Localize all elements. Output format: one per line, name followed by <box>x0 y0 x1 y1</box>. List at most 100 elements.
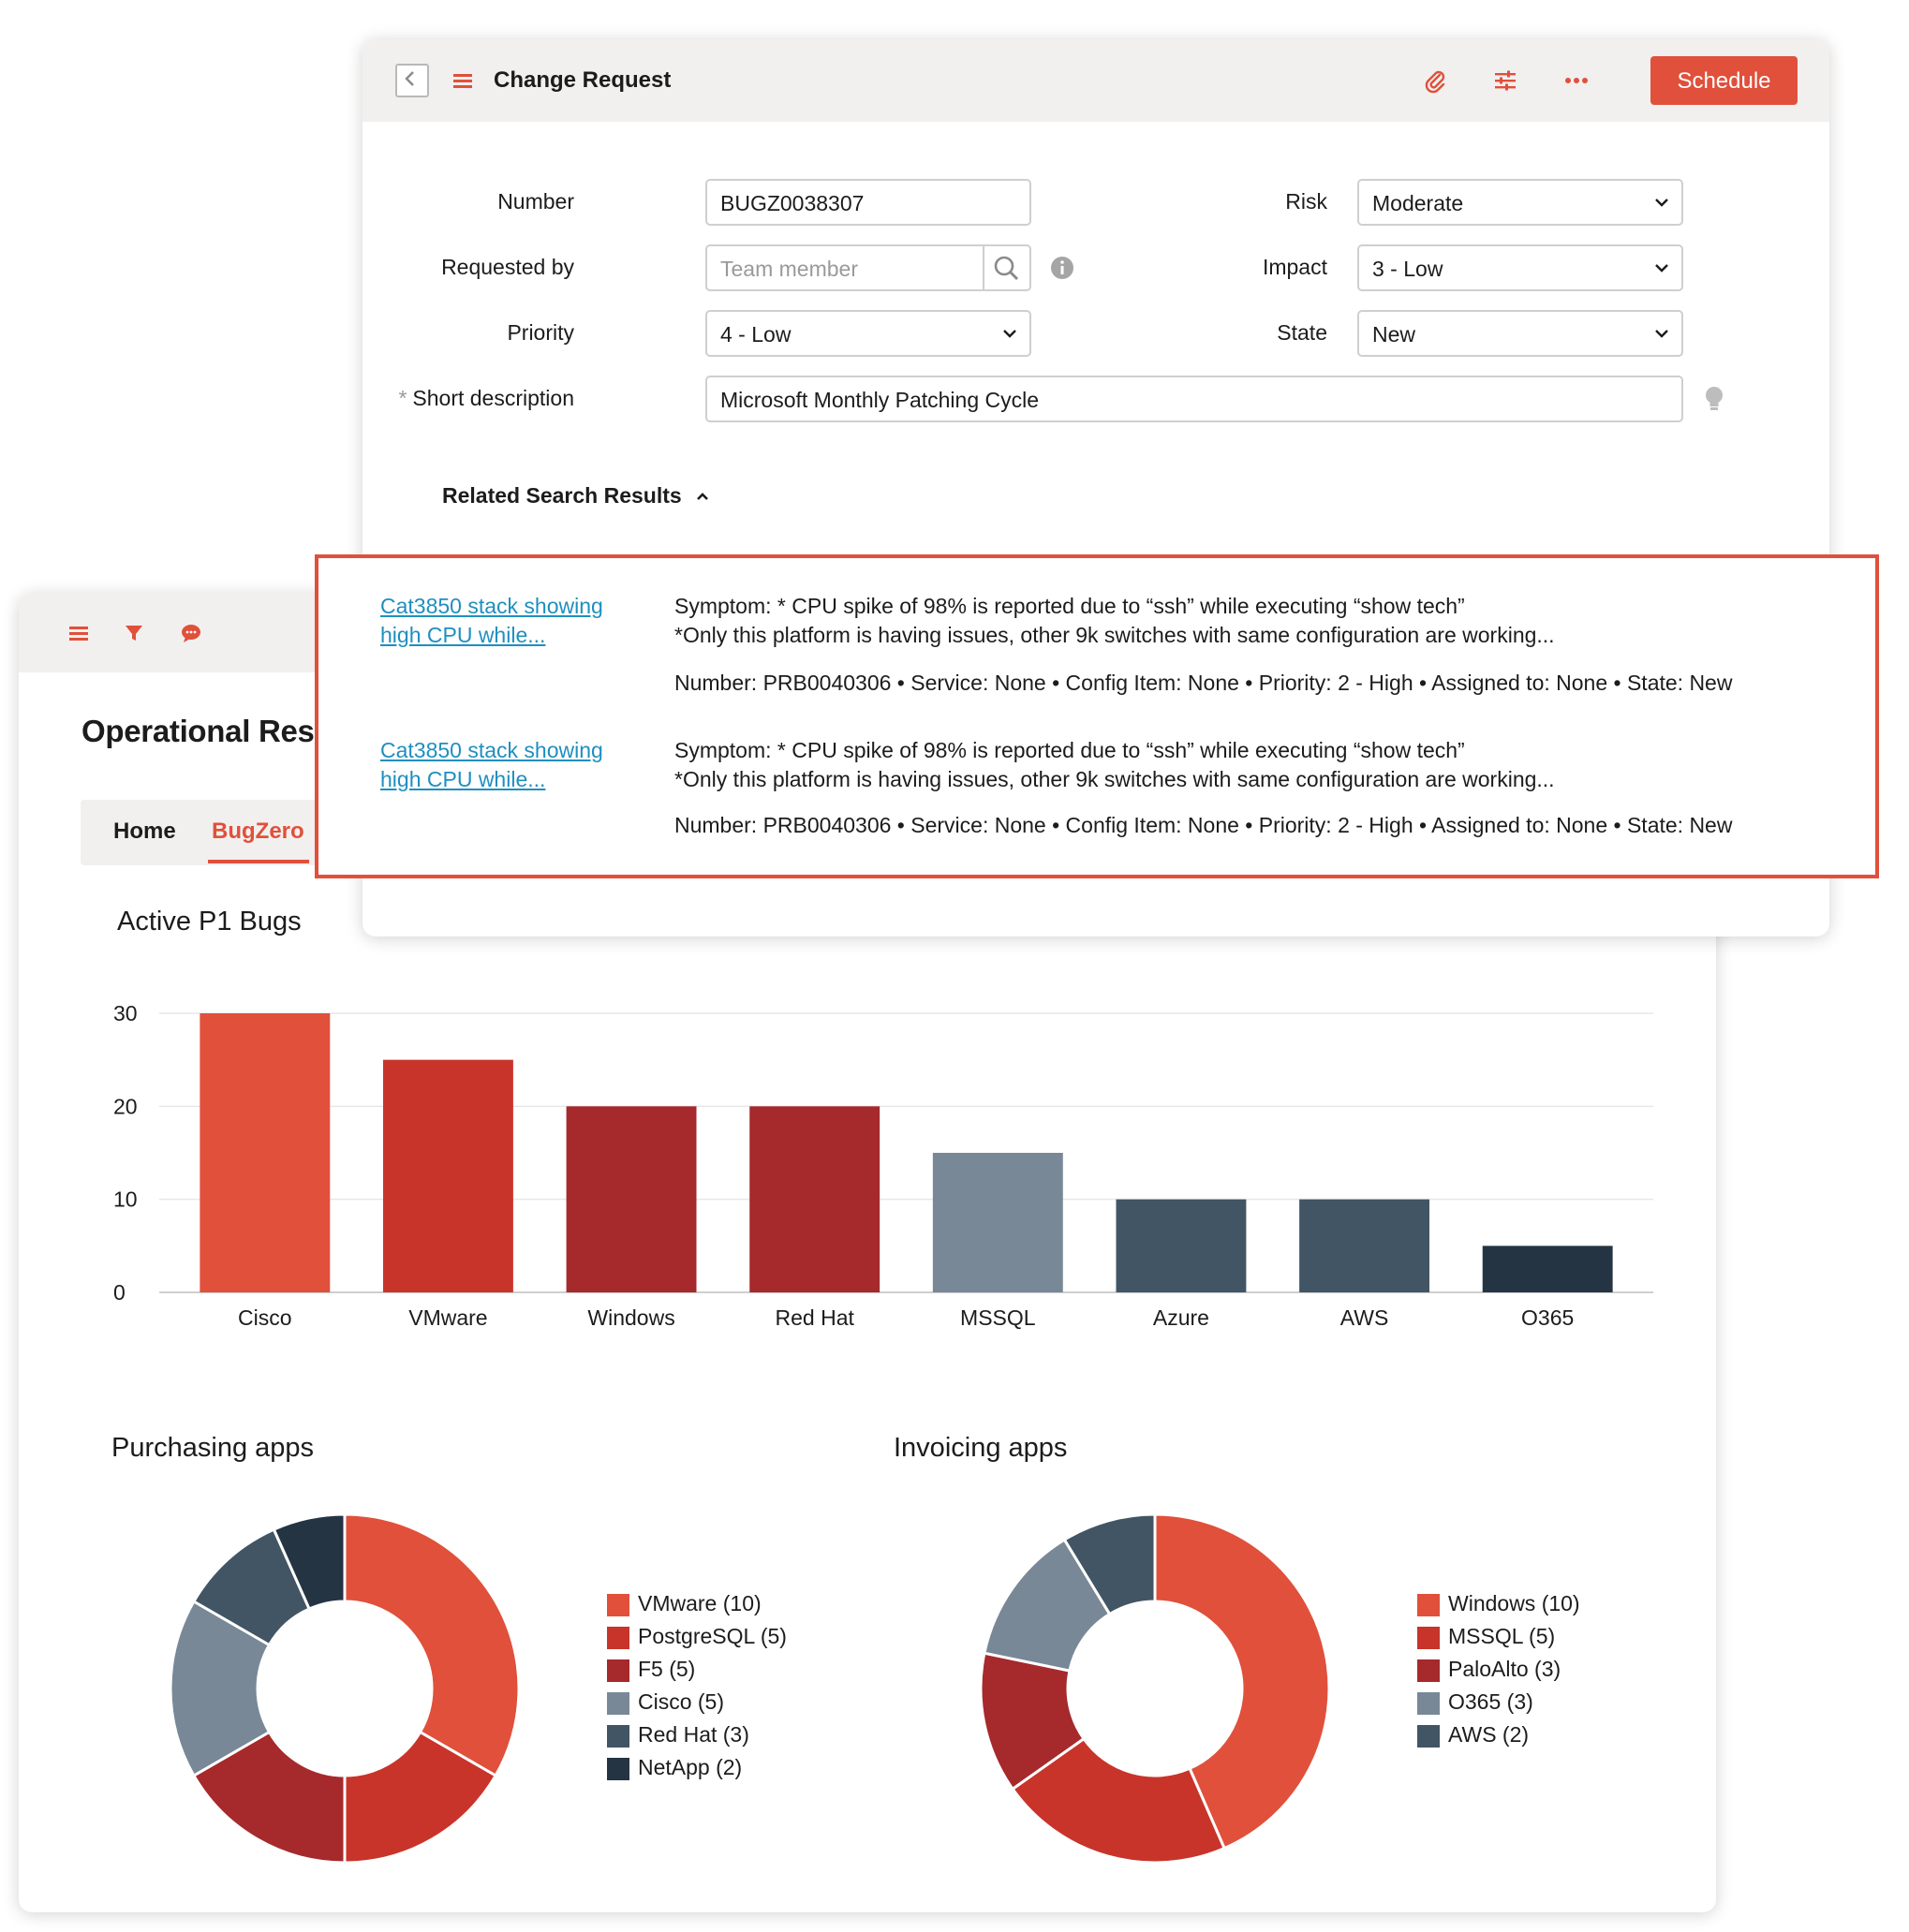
menu-icon[interactable] <box>449 66 477 95</box>
slice-windows <box>1153 1512 1331 1851</box>
risk-select[interactable]: Moderate <box>1357 179 1683 226</box>
x-tick-label: Windows <box>587 1305 674 1330</box>
x-tick-label: VMware <box>408 1305 487 1330</box>
legend-label: O365 (3) <box>1448 1689 1533 1714</box>
paperclip-icon[interactable] <box>1421 66 1449 95</box>
result-symptom-line: *Only this platform is having issues, ot… <box>674 623 1555 647</box>
short-description-label-text: Short description <box>412 386 574 410</box>
active-tab-indicator <box>208 860 309 863</box>
slice-postgresql <box>343 1730 498 1865</box>
tab-bugzero[interactable]: BugZero <box>212 819 304 844</box>
short-description-label: * Short description <box>398 386 574 411</box>
chevron-left-icon <box>405 71 414 86</box>
legend-label: Red Hat (3) <box>638 1722 749 1747</box>
legend-label: VMware (10) <box>638 1591 762 1615</box>
bar-mssql <box>932 1153 1063 1292</box>
legend-label: Cisco (5) <box>638 1689 725 1714</box>
bar-o365 <box>1482 1246 1613 1292</box>
legend-label: Windows (10) <box>1448 1591 1580 1615</box>
result-link-line: high CPU while... <box>380 767 546 791</box>
legend-swatch <box>1417 1659 1440 1682</box>
result-link[interactable]: Cat3850 stack showing high CPU while... <box>380 736 643 794</box>
result-link-line: Cat3850 stack showing <box>380 594 603 618</box>
result-meta: Number: PRB0040306 • Service: None • Con… <box>674 671 1733 695</box>
bar-azure <box>1116 1199 1247 1292</box>
result-symptom-line: Symptom: * CPU spike of 98% is reported … <box>674 594 1465 618</box>
invoicing-chart-title: Invoicing apps <box>894 1433 1068 1463</box>
state-value: New <box>1372 322 1416 347</box>
related-results-title: Related Search Results <box>442 483 682 508</box>
slice-mssql <box>1010 1736 1227 1865</box>
chevron-down-icon <box>1655 199 1668 207</box>
y-tick-label: 30 <box>113 1001 138 1025</box>
result-symptom-line: Symptom: * CPU spike of 98% is reported … <box>674 738 1465 762</box>
more-icon[interactable] <box>1562 66 1591 95</box>
x-tick-label: Red Hat <box>776 1305 855 1330</box>
related-results-toggle[interactable]: Related Search Results <box>442 483 708 509</box>
search-icon <box>994 256 1019 281</box>
requested-by-field[interactable]: Team member <box>705 244 1031 291</box>
menu-icon[interactable] <box>66 620 92 646</box>
legend-swatch <box>1417 1627 1440 1649</box>
impact-label: Impact <box>1262 255 1327 279</box>
impact-select[interactable]: 3 - Low <box>1357 244 1683 291</box>
legend-label: AWS (2) <box>1448 1722 1530 1747</box>
legend-swatch <box>607 1692 629 1715</box>
legend-swatch <box>1417 1725 1440 1748</box>
impact-value: 3 - Low <box>1372 257 1443 281</box>
purchasing-chart-title: Purchasing apps <box>111 1433 315 1463</box>
priority-select[interactable]: 4 - Low <box>705 310 1031 357</box>
back-button[interactable] <box>395 64 429 97</box>
x-tick-label: MSSQL <box>960 1305 1036 1330</box>
slice-f5 <box>191 1730 347 1865</box>
slice-aws <box>1062 1512 1157 1616</box>
result-symptom-line: *Only this platform is having issues, ot… <box>674 767 1555 791</box>
y-tick-label: 10 <box>113 1187 138 1212</box>
y-tick-label: 20 <box>113 1094 138 1118</box>
legend-swatch <box>607 1725 629 1748</box>
priority-label: Priority <box>507 320 574 345</box>
state-label: State <box>1277 320 1327 345</box>
purchasing-apps-donut <box>169 1512 521 1865</box>
legend-swatch <box>1417 1594 1440 1616</box>
tab-home[interactable]: Home <box>113 819 176 844</box>
legend-label: F5 (5) <box>638 1657 696 1681</box>
legend-swatch <box>607 1659 629 1682</box>
legend-label: PostgreSQL (5) <box>638 1624 787 1648</box>
chevron-down-icon <box>1655 264 1668 273</box>
slice-netapp <box>272 1512 347 1612</box>
state-select[interactable]: New <box>1357 310 1683 357</box>
risk-label: Risk <box>1285 189 1327 214</box>
result-symptom: Symptom: * CPU spike of 98% is reported … <box>674 592 1555 650</box>
requested-by-placeholder: Team member <box>720 257 858 281</box>
slice-cisco <box>169 1599 272 1778</box>
chevron-up-icon <box>697 493 708 500</box>
lookup-button[interactable] <box>983 246 1029 289</box>
legend-label: PaloAlto (3) <box>1448 1657 1561 1681</box>
bar-windows <box>566 1106 697 1292</box>
requested-by-label: Requested by <box>441 255 574 279</box>
short-description-field[interactable]: Microsoft Monthly Patching Cycle <box>705 376 1683 422</box>
legend-label: NetApp (2) <box>638 1755 743 1779</box>
legend-swatch <box>607 1627 629 1649</box>
number-field[interactable]: BUGZ0038307 <box>705 179 1031 226</box>
number-label: Number <box>497 189 574 214</box>
schedule-button[interactable]: Schedule <box>1650 56 1798 105</box>
result-link[interactable]: Cat3850 stack showing high CPU while... <box>380 592 643 650</box>
active-p1-bugs-chart: 0 10 20 30 Cisco VMware Windows Red Hat MSSQL Azu… <box>113 1001 1653 1330</box>
change-request-header: Change Request Schedule <box>363 39 1829 122</box>
legend-swatch <box>607 1594 629 1616</box>
chevron-down-icon <box>1003 330 1016 338</box>
legend-swatch <box>607 1758 629 1780</box>
chat-icon[interactable] <box>178 620 204 646</box>
info-icon[interactable] <box>1048 254 1076 282</box>
filter-icon[interactable] <box>121 620 147 646</box>
x-tick-label: Cisco <box>238 1305 292 1330</box>
bar-chart-title: Active P1 Bugs <box>117 907 302 937</box>
result-symptom: Symptom: * CPU spike of 98% is reported … <box>674 736 1555 794</box>
result-link-line: high CPU while... <box>380 623 546 647</box>
bar-aws <box>1299 1199 1430 1292</box>
slice-vmware <box>343 1512 521 1778</box>
sliders-icon[interactable] <box>1491 66 1519 95</box>
lightbulb-icon[interactable] <box>1700 384 1728 414</box>
